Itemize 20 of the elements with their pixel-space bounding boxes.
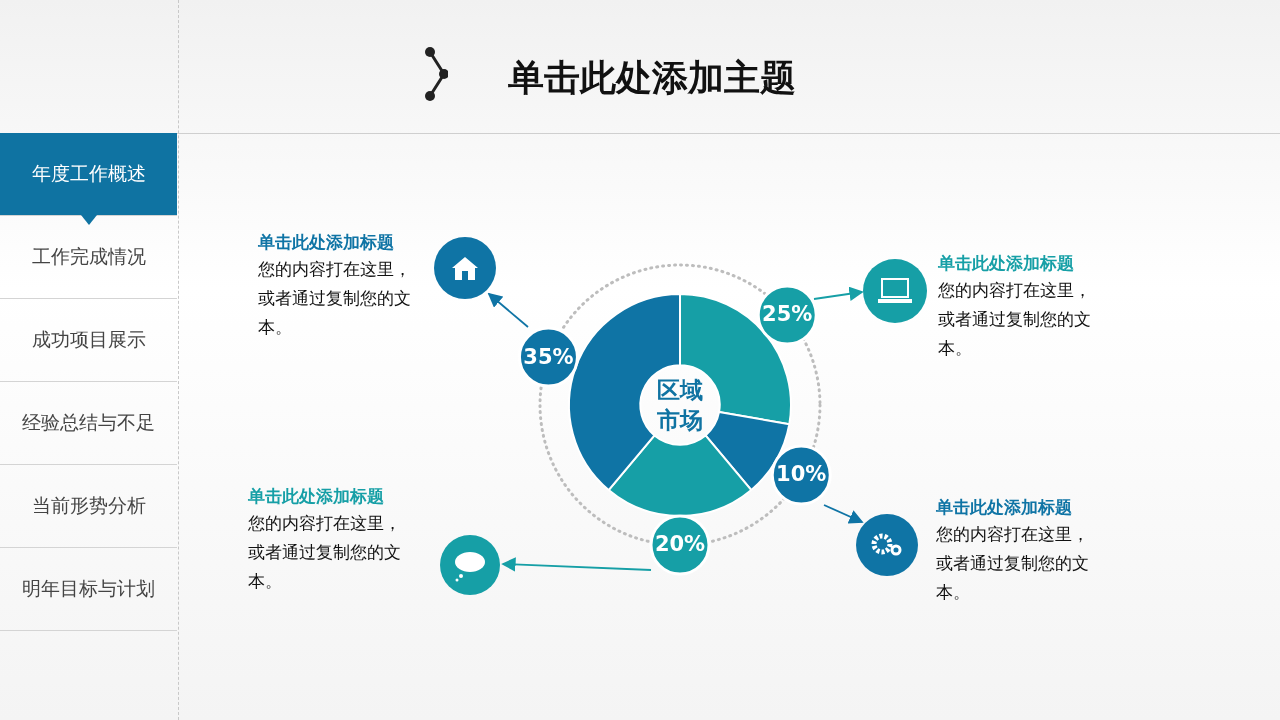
text: 经验总结与不足 <box>0 382 177 465</box>
chart-title: 单击此处添加主题 <box>508 56 796 100</box>
text: 单击此处添加标题 <box>258 231 395 254</box>
text: 明年目标与计划 <box>0 548 177 631</box>
text: 您的内容打在这里，或者通过复制您的文本。 <box>258 258 412 339</box>
text: 单击此处添加标题 <box>938 252 1075 275</box>
text: 工作完成情况 <box>0 216 177 299</box>
data-label: 35% <box>523 344 574 369</box>
text: 年度工作概述 <box>0 133 177 216</box>
text: 单击此处添加标题 <box>936 496 1073 519</box>
data-label: 20% <box>654 532 706 557</box>
text: 单击此处添加标题 <box>248 485 385 508</box>
text: 您的内容打在这里，或者通过复制您的文本。 <box>938 279 1092 360</box>
text: 您的内容打在这里，或者通过复制您的文本。 <box>936 523 1090 604</box>
text: 区域市场 <box>656 376 704 435</box>
data-label: 25% <box>762 302 813 327</box>
text: 您的内容打在这里，或者通过复制您的文本。 <box>248 512 402 593</box>
data-label: 10% <box>776 462 827 487</box>
text: 成功项目展示 <box>0 299 177 382</box>
text: 当前形势分析 <box>0 465 177 548</box>
